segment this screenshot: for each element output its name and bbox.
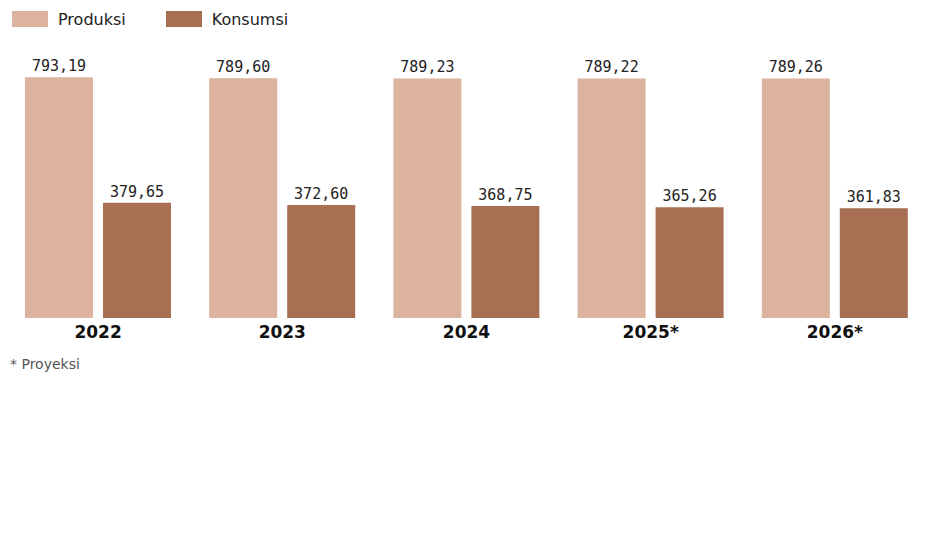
svg-text:372,60: 372,60 — [294, 185, 348, 203]
svg-text:789,22: 789,22 — [585, 58, 639, 76]
svg-text:2024: 2024 — [443, 322, 490, 342]
svg-text:361,83: 361,83 — [847, 188, 901, 206]
svg-text:368,75: 368,75 — [478, 186, 532, 204]
html-text:Produksi: Produksi — [58, 9, 126, 29]
svg-text:2022: 2022 — [74, 322, 121, 342]
html-text:Konsumsi: Konsumsi — [211, 9, 289, 29]
svg-text:793,19: 793,19 — [32, 57, 86, 75]
svg-text:789,23: 789,23 — [400, 58, 454, 76]
svg-text:2025*: 2025* — [623, 322, 679, 342]
svg-text:2026*: 2026* — [807, 322, 863, 342]
svg-text:379,65: 379,65 — [110, 183, 164, 201]
svg-text:365,26: 365,26 — [663, 187, 717, 205]
svg-text:789,26: 789,26 — [769, 58, 823, 76]
svg-text:2023: 2023 — [259, 322, 306, 342]
html-text:* Proyeksi: * Proyeksi — [10, 356, 80, 372]
svg-text:789,60: 789,60 — [216, 58, 270, 76]
